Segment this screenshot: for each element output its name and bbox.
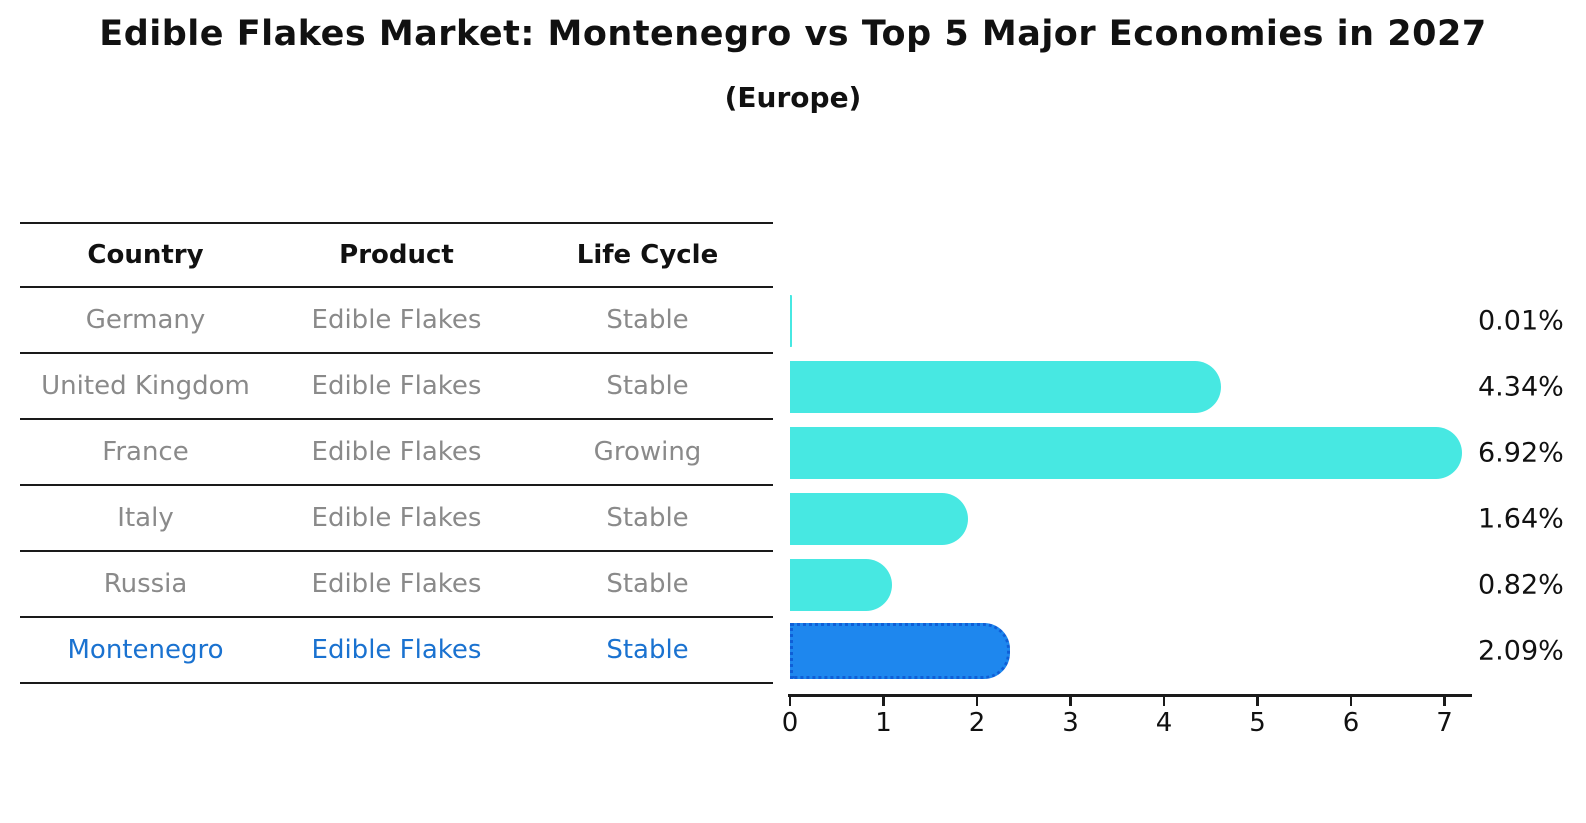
table-header-row: Country Product Life Cycle [20,222,773,288]
table-row-france: France Edible Flakes Growing [20,420,773,486]
x-tick-label-1: 1 [875,708,892,738]
chart-subtitle: (Europe) [724,81,862,114]
bar-united-kingdom [790,361,1221,413]
table-row-italy: Italy Edible Flakes Stable [20,486,773,552]
bar-france [790,427,1463,479]
x-tick-mark-3 [1069,697,1072,706]
life-cycle-cell: Stable [606,371,689,401]
value-label-germany: 0.01% [1478,305,1564,337]
table-row-russia: Russia Edible Flakes Stable [20,552,773,618]
column-header-life-cycle: Life Cycle [576,240,719,270]
x-tick-label-4: 4 [1155,708,1173,738]
product-cell: Edible Flakes [311,371,482,401]
value-label-montenegro: 2.09% [1478,635,1564,667]
value-label-russia: 0.82% [1478,569,1564,601]
table-body: Germany Edible Flakes Stable United Kingdom… [20,288,773,684]
value-label-united-kingdom: 4.34% [1478,371,1564,403]
life-cycle-cell: Stable [606,305,689,335]
x-tick-label-5: 5 [1249,708,1266,738]
product-cell: Edible Flakes [311,503,482,533]
table-row-montenegro: Montenegro Edible Flakes Stable [20,618,773,684]
x-tick-mark-6 [1349,697,1353,706]
column-header-country: Country [87,240,204,270]
country-cell: United Kingdom [41,371,250,401]
value-label-italy: 1.64% [1478,503,1564,535]
x-tick-label-7: 7 [1436,708,1453,738]
x-tick-mark-5 [1256,697,1259,706]
bar-montenegro [790,623,1011,679]
x-tick-label-3: 3 [1062,708,1079,738]
x-axis-line [788,694,1472,697]
x-tick-label-2: 2 [968,708,986,738]
country-cell: France [102,437,189,467]
bar-russia [790,559,892,611]
life-cycle-cell: Stable [606,569,689,599]
country-cell: Montenegro [67,635,224,665]
bar-germany [790,295,792,347]
country-cell: Russia [103,569,188,599]
country-cell: Italy [117,503,174,533]
product-cell: Edible Flakes [311,305,482,335]
x-tick-mark-2 [975,697,979,706]
life-cycle-cell: Stable [606,635,689,665]
chart-title: Edible Flakes Market: Montenegro vs Top … [99,14,1487,54]
product-cell: Edible Flakes [311,569,482,599]
x-tick-mark-4 [1162,697,1166,706]
table-row-united-kingdom: United Kingdom Edible Flakes Stable [20,354,773,420]
x-tick-mark-0 [788,697,792,706]
column-header-product: Product [339,240,454,270]
life-cycle-cell: Growing [593,437,702,467]
value-label-france: 6.92% [1478,437,1564,469]
bar-italy [790,493,969,545]
product-cell: Edible Flakes [311,437,482,467]
life-cycle-cell: Stable [606,503,689,533]
x-tick-mark-1 [882,697,885,706]
country-cell: Germany [85,305,206,335]
product-cell: Edible Flakes [311,635,482,665]
country-table: Country Product Life Cycle Germany Edible… [20,222,773,684]
x-tick-label-6: 6 [1342,708,1360,738]
table-row-germany: Germany Edible Flakes Stable [20,288,773,354]
x-tick-label-0: 0 [781,708,799,738]
x-tick-mark-7 [1443,697,1446,706]
